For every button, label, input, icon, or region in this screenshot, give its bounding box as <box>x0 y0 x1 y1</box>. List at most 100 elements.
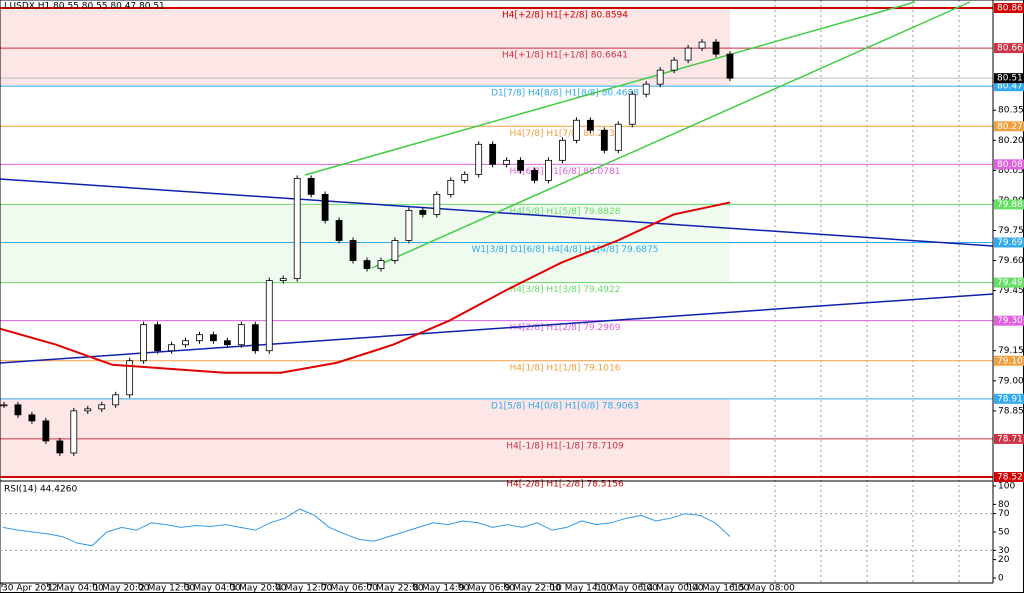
candle <box>70 410 78 454</box>
candle <box>0 404 8 407</box>
candle <box>56 440 64 454</box>
level-label: H4[+2/8] H1[+2/8] 80.8594 <box>502 11 628 21</box>
level-label: H4[-2/8] H1[-2/8] 78.5156 <box>506 479 624 489</box>
candle <box>419 210 427 215</box>
y-tick-label: 79.45 <box>998 286 1024 296</box>
candle <box>182 340 189 346</box>
price-box-label: 80.27 <box>997 122 1023 132</box>
price-box <box>994 199 1024 210</box>
x-tick-label: 14 May 00:00 <box>642 584 704 593</box>
candle <box>28 414 36 422</box>
candle <box>363 260 371 269</box>
x-tick-label: 11 May 06:00 <box>596 584 658 593</box>
candle <box>210 334 217 342</box>
y-tick-label: 78.85 <box>998 406 1024 416</box>
y-tick-label: 80.20 <box>998 136 1024 146</box>
candle <box>335 220 343 241</box>
x-tick-label: 4 May 12:00 <box>276 584 332 593</box>
candle <box>670 59 678 71</box>
candle <box>98 404 106 410</box>
rsi-tick-label: 20 <box>998 555 1010 565</box>
level-label: H4[7/8] H1[7/8] 80.2734 <box>510 129 621 139</box>
candle <box>433 194 441 215</box>
x-tick-label: 14 May 16:00 <box>688 584 750 593</box>
price-box <box>994 471 1024 482</box>
rsi-tick-label: 100 <box>998 482 1015 492</box>
level-label: D1[7/8] H4[8/8] H1[8/8] 80.4688 <box>491 89 639 99</box>
candle <box>112 394 120 406</box>
level-label: H4[1/8] H1[1/8] 79.1016 <box>510 363 621 373</box>
y-tick-label: 79.00 <box>998 376 1024 386</box>
x-tick-label: 30 Apr 2012 <box>2 584 58 593</box>
candle <box>614 123 622 151</box>
price-box-label: 80.08 <box>997 160 1023 170</box>
x-tick-label: 10 May 14:00 <box>550 584 612 593</box>
candle <box>503 159 511 165</box>
x-tick-label: 7 May 06:00 <box>322 584 378 593</box>
zone <box>0 8 730 87</box>
candle <box>489 143 497 165</box>
candle <box>42 420 50 442</box>
candle <box>600 129 608 151</box>
header: I.USDX,H1 80.55 80.55 80.47 80.51 <box>4 2 165 12</box>
x-tick-label: 1 May 20:00 <box>93 584 149 593</box>
price-box-label: 78.52 <box>997 472 1023 482</box>
level-label: H4[5/8] H1[5/8] 79.8828 <box>510 207 621 217</box>
y-tick-label: 80.05 <box>998 166 1024 176</box>
price-box-label: 79.49 <box>997 278 1023 288</box>
candle <box>642 83 650 95</box>
price-box-label: 79.88 <box>997 200 1023 210</box>
price-box <box>994 393 1024 404</box>
price-box <box>994 3 1024 14</box>
candle <box>698 41 706 49</box>
trend-line <box>0 293 994 364</box>
x-tick-label: 9 May 06:00 <box>459 584 515 593</box>
candle <box>140 324 148 362</box>
rsi-label: RSI(14) 44.4260 <box>4 485 77 495</box>
x-tick-label: 1 May 04:00 <box>48 584 104 593</box>
price-box-label: 79.69 <box>997 238 1023 248</box>
rsi-tick-label: 80 <box>998 500 1010 510</box>
price-box <box>994 237 1024 248</box>
price-box-label: 80.66 <box>997 44 1023 54</box>
candle <box>531 169 538 181</box>
zone <box>0 204 730 283</box>
level-label: H4[3/8] H1[3/8] 79.4922 <box>510 285 621 295</box>
price-box <box>994 159 1024 170</box>
candle <box>237 324 245 346</box>
candle <box>14 404 22 416</box>
rsi-line <box>2 508 731 547</box>
x-tick-label: 3 May 20:00 <box>231 584 287 593</box>
level-label: W1[3/8] D1[6/8] H4[4/8] H1[4/8] 79.6875 <box>472 245 659 255</box>
x-tick-label: 8 May 14:00 <box>413 584 469 593</box>
candle <box>279 278 287 281</box>
candle <box>517 159 524 171</box>
x-tick-label: 9 May 22:00 <box>505 584 561 593</box>
price-box-label: 78.71 <box>997 434 1023 444</box>
price-box-label: 80.51 <box>997 74 1023 84</box>
level-label: H4[6/8] H1[6/8] 80.0781 <box>510 167 621 177</box>
x-tick-label: 15 May 08:00 <box>733 584 795 593</box>
candle <box>265 280 273 352</box>
price-box <box>994 81 1024 92</box>
candle <box>545 159 552 181</box>
moving-average <box>0 201 731 374</box>
candle <box>573 119 580 141</box>
price-box <box>994 121 1024 132</box>
candle <box>126 360 134 396</box>
price-box-label: 80.86 <box>997 4 1023 14</box>
price-box <box>994 73 1024 84</box>
candle <box>405 210 413 241</box>
rsi-tick-label: 30 <box>998 546 1010 556</box>
x-tick-label: 2 May 12:00 <box>139 584 195 593</box>
zone <box>0 398 730 477</box>
candle <box>656 69 664 85</box>
price-box-label: 80.47 <box>997 82 1023 92</box>
price-box-label: 79.30 <box>997 316 1023 326</box>
candle <box>461 173 469 181</box>
price-box <box>994 355 1024 366</box>
level-label: D1[5/8] H4[0/8] H1[0/8] 78.9063 <box>491 401 639 411</box>
candle <box>726 53 734 79</box>
